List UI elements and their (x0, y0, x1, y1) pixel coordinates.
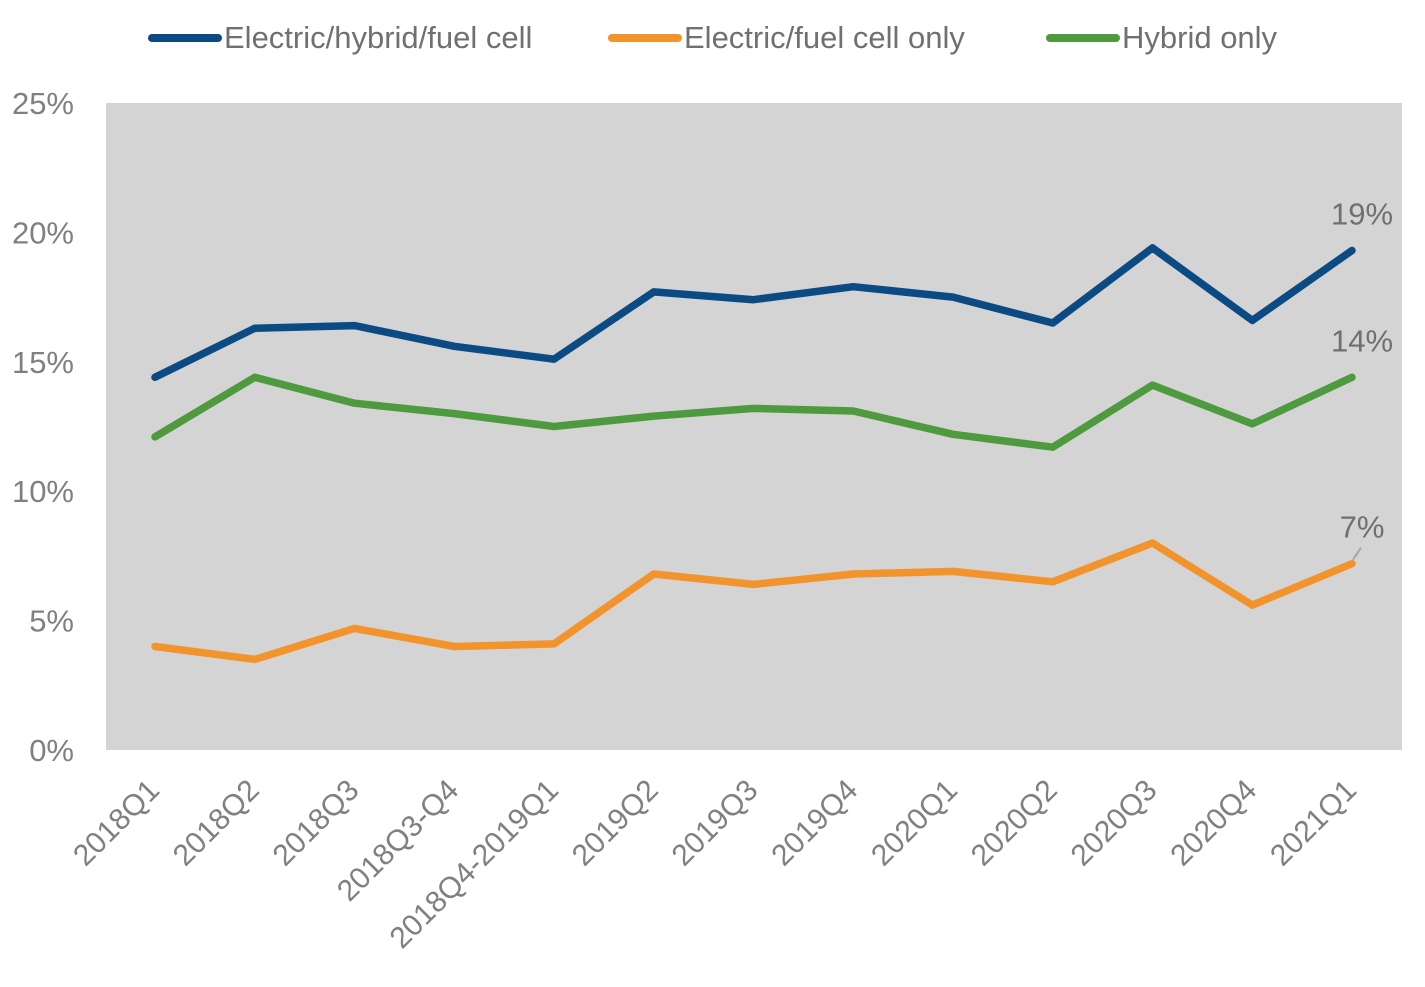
legend-label: Hybrid only (1122, 20, 1278, 55)
legend-label: Electric/hybrid/fuel cell (224, 20, 532, 55)
legend-label: Electric/fuel cell only (684, 20, 965, 55)
x-tick-label: 2018Q3 (267, 774, 366, 873)
data-label: 14% (1331, 323, 1393, 358)
x-tick-label: 2020Q2 (965, 774, 1064, 873)
x-tick-label: 2019Q4 (765, 774, 864, 873)
series-line-3 (151, 373, 1356, 451)
y-tick-label: 0% (29, 733, 74, 768)
data-label: 7% (1340, 510, 1385, 545)
y-tick-label: 25% (12, 86, 74, 121)
x-tick-label: 2020Q3 (1065, 774, 1164, 873)
x-tick-label: 2020Q1 (865, 774, 964, 873)
series-line-2 (151, 539, 1356, 664)
x-tick-label: 2019Q2 (566, 774, 665, 873)
data-label-leader (1352, 547, 1362, 561)
legend: Electric/hybrid/fuel cell Electric/fuel c… (148, 20, 1278, 55)
x-tick-label: 2018Q4-2019Q1 (384, 774, 565, 955)
y-tick-label: 10% (12, 474, 74, 509)
x-tick-label: 2020Q4 (1164, 774, 1263, 873)
y-tick-label: 15% (12, 345, 74, 380)
plot-area (106, 103, 1402, 750)
data-labels: 19% 7% 14% (1331, 197, 1393, 561)
x-tick-label: 2019Q3 (666, 774, 765, 873)
series-layer (151, 244, 1356, 664)
y-tick-label: 20% (12, 215, 74, 250)
y-tick-label: 5% (29, 604, 74, 639)
x-axis: 2018Q1 2018Q2 2018Q32018Q3-Q42018Q4-2019Q1… (67, 774, 1363, 955)
x-tick-label: 2018Q1 (67, 774, 166, 873)
series-line-1 (151, 244, 1356, 382)
y-axis: 0% 5% 10% 15% 20% 25% (12, 86, 74, 768)
x-tick-label: 2021Q1 (1264, 774, 1363, 873)
x-tick-label: 2018Q2 (167, 774, 266, 873)
data-label: 19% (1331, 197, 1393, 232)
